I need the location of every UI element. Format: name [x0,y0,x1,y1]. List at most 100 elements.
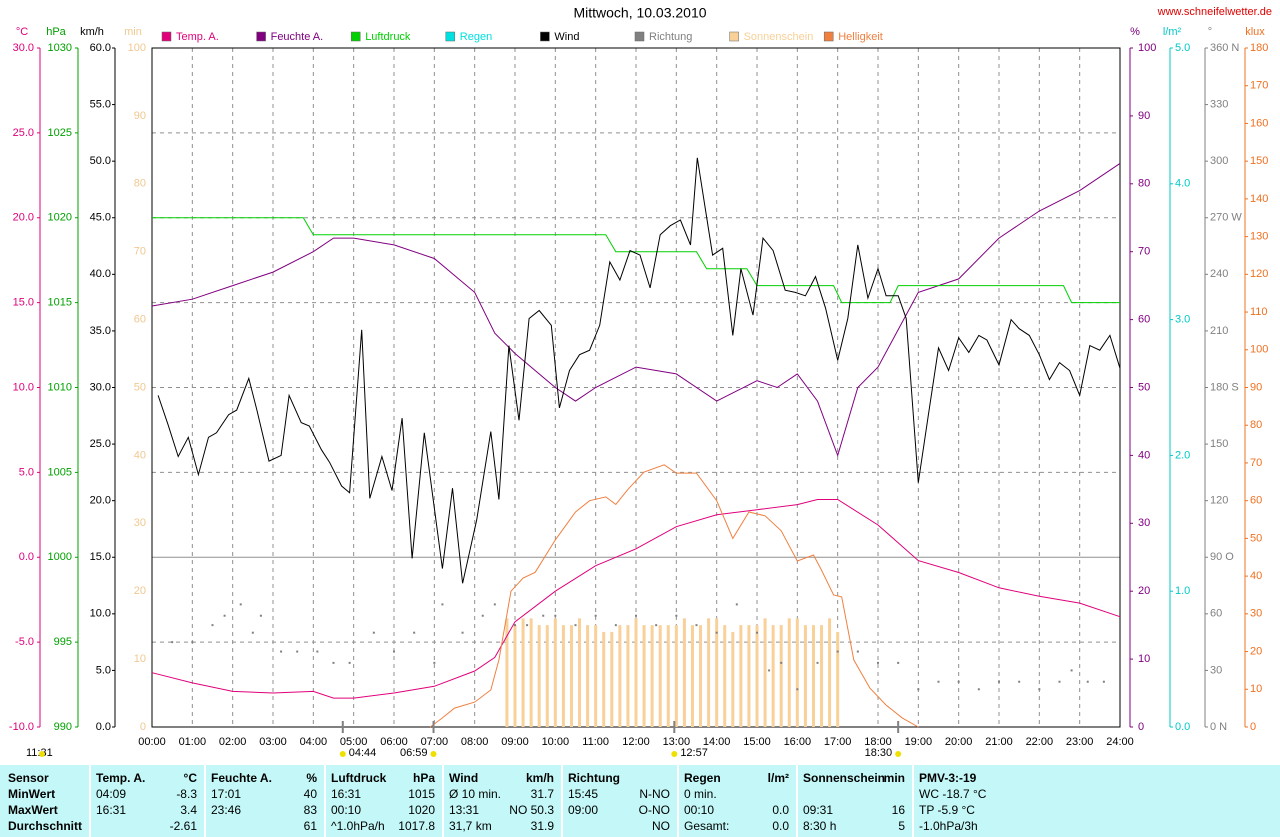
table-cell: 13:31 [449,803,480,817]
point [211,624,214,627]
legend-swatch [634,31,645,42]
table-cell: Gesamt: [684,819,730,833]
point [332,661,335,664]
point [756,631,758,634]
table-cell: PMV-3:-19 [919,771,977,785]
x-tick-label: 20:00 [945,736,973,748]
y-tick-label: 995 [54,636,72,648]
y-tick-label: 1025 [48,127,72,139]
x-tick-label: 10:00 [542,736,570,748]
axis-unit: l/m² [1163,26,1182,38]
column-separator [561,765,563,837]
bar [618,625,622,727]
axis-unit: ° [1208,26,1212,38]
point [937,680,940,683]
y-tick-label: 15.0 [90,551,111,563]
annotation-icon [895,751,902,757]
y-tick-label: 240 [1210,268,1228,280]
point [998,680,1000,683]
x-tick-label: 13:00 [663,736,691,748]
x-tick-label: 05:00 [340,736,368,748]
x-tick-label: 11:00 [582,736,609,748]
bar [795,618,799,727]
x-tick-label: 03:00 [259,736,287,748]
annotation-label: 18:30 [865,747,893,759]
y-tick-label: 70 [1250,457,1262,469]
bar [731,631,735,727]
axis-unit: hPa [46,26,66,38]
y-tick-label: 40.0 [90,268,111,280]
y-tick-label: 60 [1210,608,1222,620]
y-tick-label: 160 [1250,117,1268,129]
y-tick-label: 10 [1250,683,1262,695]
point [897,661,900,664]
y-tick-label: -5.0 [15,636,34,648]
y-tick-label: 10.0 [90,608,111,620]
table-cell: 61 [303,819,317,833]
y-tick-label: 1030 [48,42,72,54]
table-cell: -8.3 [176,787,197,801]
point [461,631,464,634]
point [251,631,254,634]
y-tick-label: 0 [1138,721,1144,733]
table-cell: 00:10 [684,803,715,817]
point [1018,680,1021,683]
table-cell: 23:46 [211,803,242,817]
table-cell: NO 50.3 [509,803,554,817]
y-tick-label: 55.0 [90,98,111,110]
x-tick-label: 01:00 [179,736,207,748]
point [441,603,444,606]
y-tick-label: 30 [1250,608,1262,620]
y-tick-label: 360 N [1210,42,1239,54]
y-tick-label: 300 [1210,155,1228,167]
bar [569,625,573,727]
chart-title: Mittwoch, 10.03.2010 [573,5,706,21]
y-tick-label: 80 [1138,178,1150,190]
table-cell: -2.61 [169,819,197,833]
bar [658,625,662,727]
x-tick-label: 02:00 [219,736,247,748]
point [695,624,698,627]
y-tick-label: 50.0 [90,155,111,167]
axis-unit: °C [16,26,28,38]
bar [666,625,670,727]
y-tick-label: 1015 [48,297,72,309]
legend-label: Helligkeit [838,31,883,43]
point [715,631,718,634]
y-tick-label: 150 [1210,438,1228,450]
x-tick-label: 07:00 [421,736,449,748]
x-tick-label: 24:00 [1106,736,1134,748]
point [171,641,174,644]
point [239,603,242,606]
table-cell: O-NO [638,803,670,817]
legend-swatch [729,31,739,42]
point [1086,680,1089,683]
bar [820,625,824,727]
point [280,650,283,653]
table-cell: Wind [449,771,479,785]
bar [739,625,743,727]
x-tick-label: 14:00 [703,736,731,748]
bar [610,631,614,727]
x-tick-label: 15:00 [743,736,771,748]
source: www.schneifelwetter.de [1157,6,1272,18]
y-tick-label: 130 [1250,231,1268,243]
column-separator [89,765,91,837]
x-tick-label: 00:00 [138,736,166,748]
table-cell: 31,7 km [449,819,492,833]
bar [723,625,727,727]
bar [763,618,767,727]
point [574,624,577,627]
y-tick-label: 90 [134,110,146,122]
series-line [151,499,1121,699]
y-tick-label: 40 [1138,449,1150,461]
y-tick-label: 110 [1250,306,1268,318]
bar [715,618,719,727]
point [542,614,545,617]
point [675,614,678,617]
bar [755,625,759,727]
y-tick-label: 3.0 [1175,314,1190,326]
y-tick-label: 10.0 [13,381,34,393]
table-cell: 1015 [408,787,435,801]
